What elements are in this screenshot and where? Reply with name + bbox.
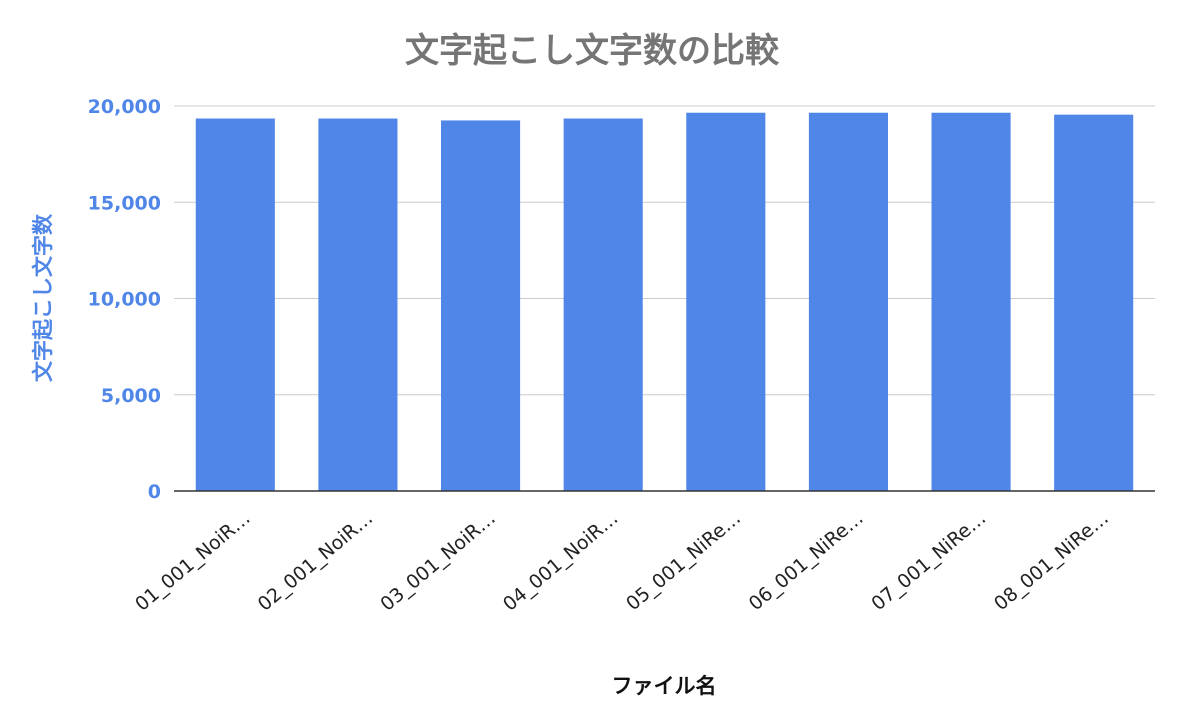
x-axis-label: ファイル名	[612, 674, 717, 698]
x-tick-label: 04_001_NoiR…	[499, 507, 623, 616]
x-axis-ticks: 01_001_NoiR… 02_001_NoiR… 03_001_NoiR… 04_0…	[131, 507, 1113, 616]
x-tick-label: 08_001_NiRe…	[990, 507, 1113, 615]
chart-title: 文字起こし文字数の比較	[405, 31, 780, 71]
bar	[808, 112, 888, 492]
bar	[931, 112, 1011, 492]
y-tick-label: 10,000	[88, 289, 161, 311]
x-tick-label: 02_001_NoiR…	[254, 507, 378, 616]
bar	[686, 112, 766, 492]
x-tick-label: 06_001_NiRe…	[745, 507, 868, 615]
x-tick-label: 07_001_NiRe…	[867, 507, 990, 615]
x-tick-label: 01_001_NoiR…	[131, 507, 255, 616]
y-axis-ticks: 0 5,000 10,000 15,000 20,000	[88, 96, 161, 503]
y-tick-label: 20,000	[88, 96, 161, 118]
bars	[195, 112, 1134, 492]
y-tick-label: 5,000	[101, 385, 161, 407]
x-tick-label: 03_001_NoiR…	[376, 507, 500, 616]
bar	[318, 118, 398, 491]
bar	[441, 120, 521, 491]
bar	[563, 118, 643, 491]
y-tick-label: 15,000	[88, 192, 161, 214]
y-tick-label: 0	[148, 481, 161, 503]
x-tick-label: 05_001_NiRe…	[622, 507, 745, 615]
bar	[195, 118, 275, 491]
y-axis-label: 文字起こし文字数	[31, 213, 55, 382]
bar	[1054, 114, 1134, 491]
